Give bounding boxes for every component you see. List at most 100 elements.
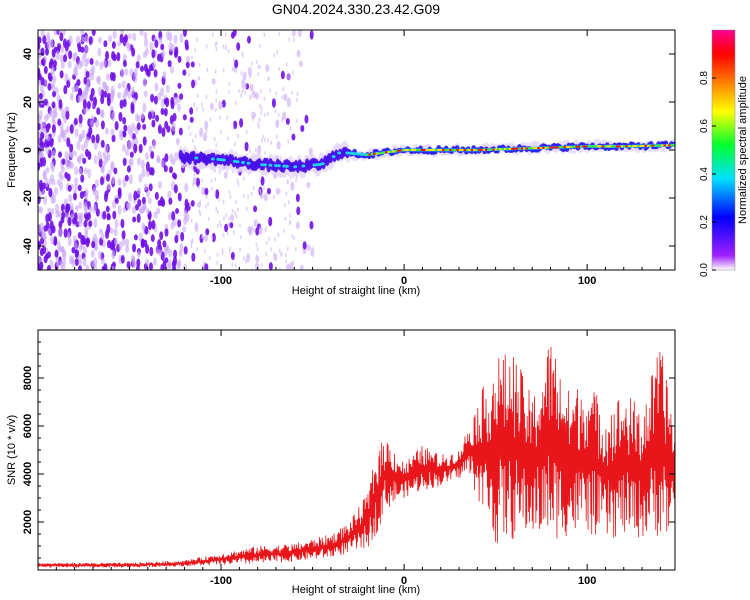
noise-blob — [239, 118, 244, 128]
noise-blob — [45, 213, 50, 223]
noise-streak — [251, 268, 253, 270]
noise-streak — [201, 102, 203, 107]
noise-blob — [51, 225, 56, 234]
noise-streak — [288, 220, 291, 225]
noise-blob — [124, 87, 129, 95]
noise-blob — [38, 255, 42, 264]
noise-blob — [171, 121, 176, 132]
noise-streak — [199, 212, 201, 217]
noise-streak — [250, 191, 253, 196]
noise-blob — [154, 39, 159, 48]
noise-blob — [63, 128, 68, 136]
noise-streak — [205, 128, 208, 133]
noise-blob — [157, 124, 162, 134]
noise-blob — [182, 226, 187, 233]
ridge-core — [518, 147, 522, 150]
noise-blob — [79, 60, 84, 67]
ridge-core — [634, 145, 638, 148]
ridge-mid — [235, 160, 240, 164]
noise-streak — [222, 199, 225, 204]
noise-blob — [97, 47, 102, 57]
noise-blob — [113, 228, 118, 237]
noise-streak — [235, 214, 238, 219]
noise-blob — [120, 30, 125, 36]
ridge-core — [380, 151, 384, 154]
noise-blob — [128, 174, 133, 185]
noise-blob — [160, 107, 165, 115]
noise-streak — [228, 49, 230, 54]
ridge-core — [556, 146, 560, 149]
y-tick-label: 20 — [22, 96, 34, 108]
noise-streak — [211, 236, 213, 241]
noise-blob — [229, 222, 234, 229]
noise-blob — [38, 109, 43, 119]
noise-blob — [142, 136, 147, 146]
noise-streak — [257, 64, 259, 69]
noise-blob — [175, 137, 180, 146]
noise-blob — [145, 161, 150, 172]
noise-blob — [43, 195, 48, 205]
ridge-mid — [284, 164, 289, 168]
noise-blob — [93, 218, 98, 228]
noise-blob — [125, 238, 130, 248]
noise-streak — [285, 259, 287, 264]
ridge-core — [415, 149, 419, 151]
noise-blob — [127, 140, 132, 150]
noise-blob — [162, 240, 167, 248]
noise-blob — [296, 206, 301, 216]
noise-streak — [222, 233, 225, 238]
noise-streak — [251, 225, 254, 230]
noise-streak — [216, 41, 218, 46]
noise-streak — [240, 235, 242, 240]
snr-axes: -100 0 100 2000 4000 6000 8000 — [22, 330, 675, 587]
noise-blob — [38, 36, 42, 44]
noise-blob — [144, 225, 149, 235]
noise-streak — [257, 72, 260, 77]
noise-blob — [211, 78, 216, 85]
noise-streak — [285, 191, 288, 196]
noise-blob — [80, 174, 85, 183]
noise-streak — [193, 102, 195, 107]
noise-streak — [207, 201, 209, 206]
noise-blob — [129, 128, 134, 139]
noise-blob — [45, 123, 50, 133]
noise-blob — [173, 34, 178, 45]
noise-blob — [177, 82, 182, 89]
noise-blob — [78, 265, 83, 270]
ridge-core — [661, 144, 665, 147]
noise-streak — [263, 32, 265, 37]
noise-blob — [166, 262, 171, 270]
noise-blob — [189, 107, 194, 115]
noise-blob — [82, 157, 87, 165]
noise-blob — [54, 249, 59, 258]
noise-streak — [293, 37, 295, 42]
noise-streak — [214, 168, 216, 173]
noise-blob — [74, 249, 79, 259]
noise-blob — [234, 59, 239, 69]
noise-blob — [297, 30, 302, 38]
noise-blob — [116, 51, 121, 62]
ridge-core — [580, 145, 584, 148]
x-tick-label: 0 — [401, 575, 407, 587]
ridge-core — [594, 145, 598, 148]
noise-blob — [253, 219, 258, 227]
noise-blob — [255, 254, 260, 263]
noise-streak — [244, 84, 247, 89]
noise-blob — [100, 120, 105, 130]
ridge-core — [477, 148, 481, 151]
noise-blob — [249, 83, 254, 92]
noise-streak — [194, 145, 196, 150]
noise-blob — [91, 134, 96, 144]
noise-blob — [74, 177, 79, 186]
noise-blob — [124, 68, 129, 76]
noise-streak — [263, 112, 266, 117]
noise-blob — [97, 86, 102, 96]
noise-streak — [295, 178, 297, 183]
noise-streak — [264, 151, 266, 156]
noise-streak — [218, 197, 220, 202]
noise-streak — [287, 247, 289, 252]
noise-streak — [273, 53, 276, 58]
noise-blob — [163, 108, 168, 116]
noise-blob — [96, 107, 101, 116]
noise-blob — [120, 254, 125, 264]
